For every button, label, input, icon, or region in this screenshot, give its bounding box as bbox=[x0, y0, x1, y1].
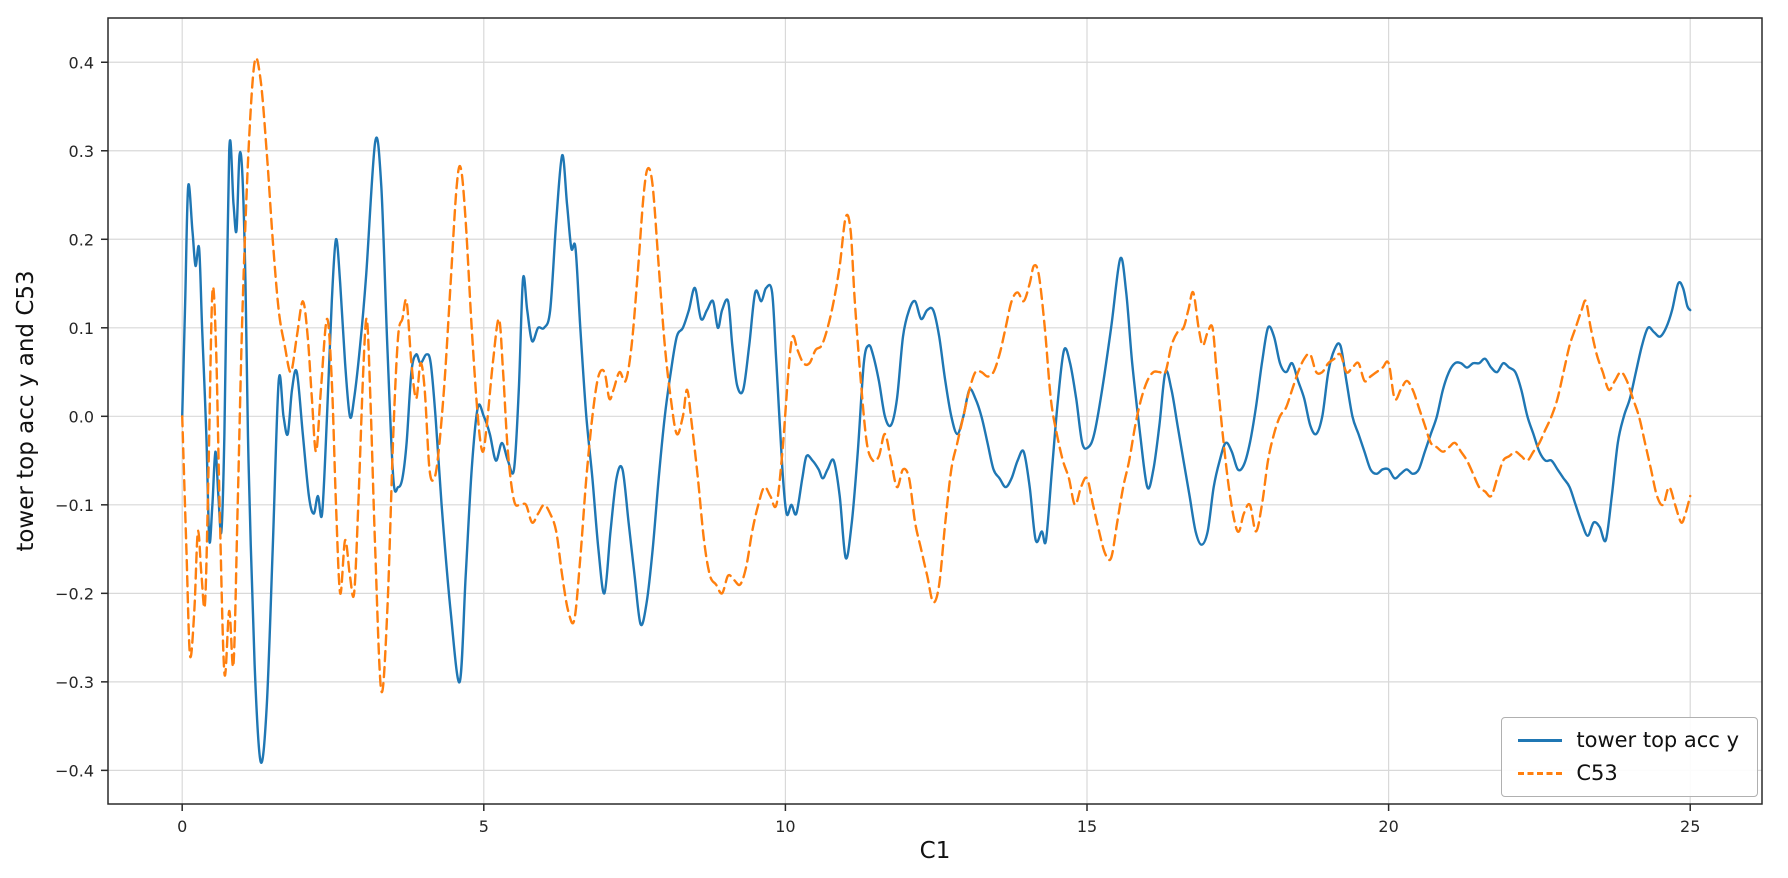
y-axis-label: tower top acc y and C53 bbox=[13, 270, 39, 552]
x-axis-label: C1 bbox=[919, 838, 951, 864]
legend: tower top acc y C53 bbox=[1501, 717, 1758, 797]
y-tick-label: 0.4 bbox=[69, 53, 94, 72]
y-tick-label: 0.2 bbox=[69, 230, 94, 249]
x-tick-label: 15 bbox=[1077, 817, 1097, 836]
y-tick-label: −0.1 bbox=[55, 496, 94, 515]
x-tick-label: 10 bbox=[775, 817, 795, 836]
x-tick-label: 0 bbox=[177, 817, 187, 836]
x-tick-label: 25 bbox=[1680, 817, 1700, 836]
y-tick-label: −0.3 bbox=[55, 673, 94, 692]
y-tick-label: 0.3 bbox=[69, 142, 94, 161]
legend-line-sample-dashed-icon bbox=[1518, 772, 1563, 775]
y-tick-label: 0.1 bbox=[69, 319, 94, 338]
legend-label-c53: C53 bbox=[1576, 761, 1618, 785]
legend-line-sample-solid-icon bbox=[1518, 739, 1563, 742]
legend-label-tower-top-acc-y: tower top acc y bbox=[1576, 728, 1739, 752]
legend-item-tower-top-acc-y: tower top acc y bbox=[1518, 730, 1739, 751]
y-tick-label: −0.2 bbox=[55, 584, 94, 603]
series-line-c53 bbox=[181, 56, 1692, 694]
y-tick-label: 0.0 bbox=[69, 407, 94, 426]
x-tick-label: 20 bbox=[1378, 817, 1398, 836]
series-line-tower-top-acc-y bbox=[181, 136, 1692, 764]
y-tick-label: −0.4 bbox=[55, 761, 94, 780]
legend-item-c53: C53 bbox=[1518, 763, 1739, 784]
x-tick-label: 5 bbox=[479, 817, 489, 836]
